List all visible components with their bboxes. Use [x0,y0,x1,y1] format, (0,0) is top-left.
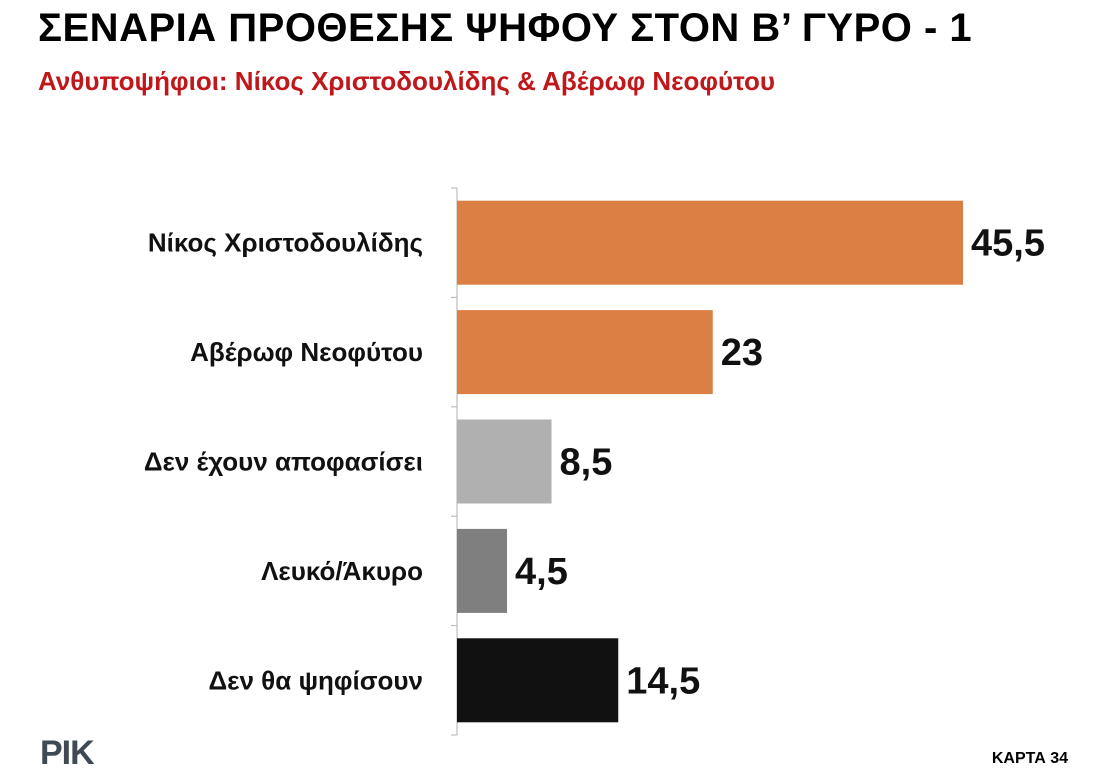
value-label: 4,5 [515,551,568,593]
value-label: 8,5 [560,442,613,484]
category-label: Αβέρωφ Νεοφύτου [190,337,423,367]
value-label: 23 [721,332,763,374]
category-label: Δεν έχουν αποφασίσει [144,447,423,477]
category-label: Λευκό/Άκυρο [261,556,423,586]
category-label: Δεν θα ψηφίσουν [208,665,423,695]
card-number: ΚΑΡΤΑ 34 [991,750,1068,767]
rik-logo: ΡΙΚ [40,734,95,772]
bar [457,419,552,504]
value-label: 45,5 [971,223,1045,265]
category-label: Νίκος Χριστοδουλίδης [148,228,423,258]
bar [457,310,713,395]
bar [457,638,619,723]
bar [457,528,508,613]
page-title: ΣΕΝΑΡΙΑ ΠΡΟΘΕΣΗΣ ΨΗΦΟΥ ΣΤΟΝ Β’ ΓΥΡΟ - 1 [38,6,973,50]
page-subtitle: Ανθυποψήφιοι: Νίκος Χριστοδουλίδης & Αβέ… [38,66,776,96]
bar [457,200,963,285]
value-label: 14,5 [626,660,700,702]
